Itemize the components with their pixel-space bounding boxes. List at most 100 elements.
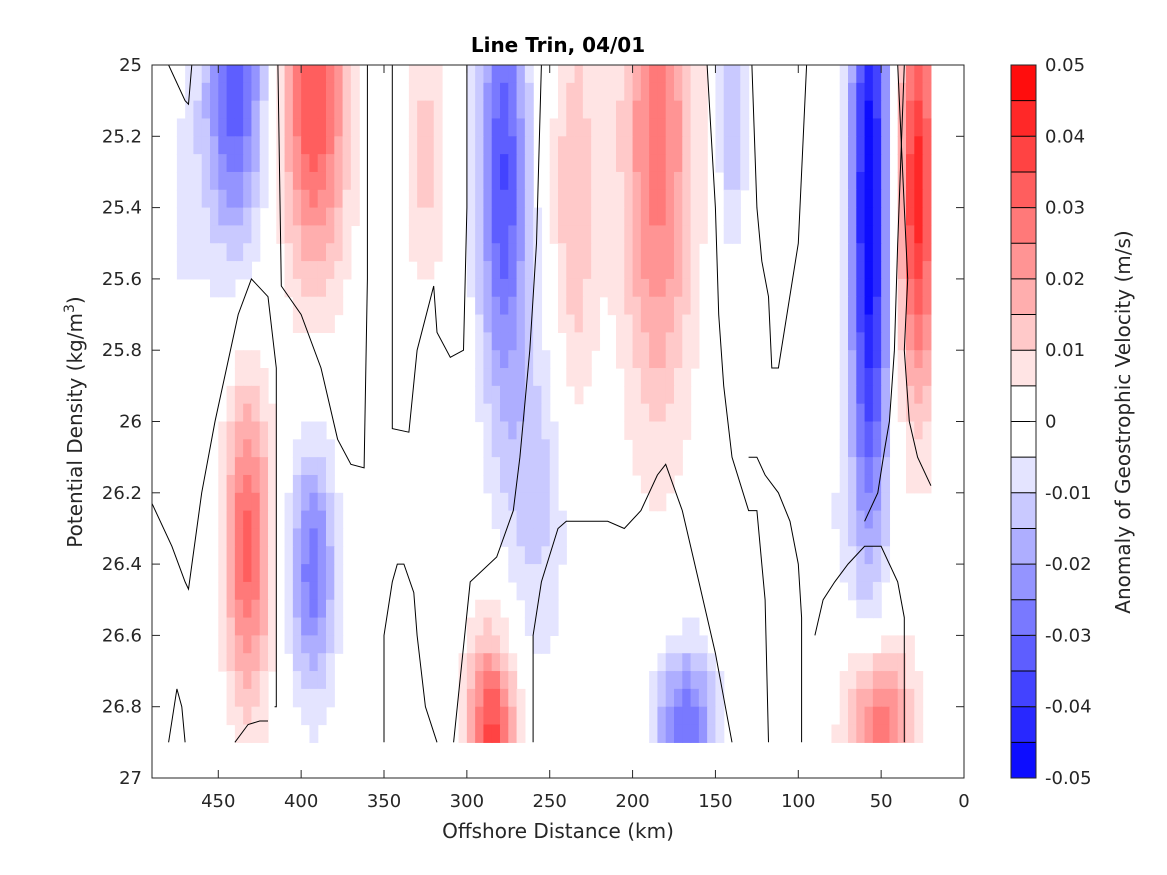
field-cell (906, 688, 915, 708)
field-cell (632, 207, 642, 227)
field-cell (268, 528, 277, 547)
field-cell (466, 688, 476, 708)
field-cell (226, 225, 236, 244)
field-cell (408, 189, 418, 209)
field-cell (690, 65, 700, 84)
colorbar-level (1011, 314, 1036, 351)
field-cell (566, 189, 576, 209)
field-cell (259, 688, 269, 708)
field-cell (698, 635, 708, 654)
field-cell (856, 564, 866, 583)
field-cell (574, 171, 584, 191)
field-cell (922, 65, 932, 84)
field-cell (309, 65, 319, 84)
field-cell (508, 314, 518, 333)
field-cell (839, 314, 849, 333)
field-cell (185, 118, 195, 137)
y-axis-label: Potential Density (kg/m3) (62, 296, 87, 547)
field-cell (698, 706, 708, 726)
field-cell (234, 439, 244, 458)
field-cell (301, 207, 311, 227)
field-cell (848, 314, 857, 333)
field-cell (574, 385, 584, 405)
field-cell (491, 350, 501, 369)
colorbar-level (1011, 564, 1036, 600)
field-cell (251, 671, 261, 690)
field-cell (342, 65, 352, 84)
field-cell (243, 118, 253, 137)
field-cell (508, 225, 518, 244)
field-cell (856, 207, 866, 227)
field-cell (226, 546, 236, 565)
field-cell (914, 385, 924, 405)
field-cell (558, 136, 567, 155)
field-cell (864, 154, 874, 173)
field-cell (657, 492, 667, 512)
field-cell (210, 136, 219, 155)
field-cell (864, 653, 874, 672)
field-cell (591, 171, 601, 191)
field-cell (483, 368, 493, 387)
y-tick-label: 26.2 (102, 483, 142, 504)
field-cell (682, 136, 692, 155)
field-cell (524, 100, 534, 120)
field-cell (848, 403, 857, 423)
field-cell (234, 225, 244, 244)
field-cell (516, 510, 526, 530)
field-cell (649, 403, 659, 423)
field-cell (582, 82, 592, 102)
field-cell (872, 403, 882, 423)
field-cell (425, 207, 435, 227)
field-cell (649, 296, 659, 316)
field-cell (243, 599, 253, 619)
field-cell (491, 368, 501, 387)
field-cell (848, 439, 857, 458)
field-cell (475, 189, 485, 209)
field-cell (243, 189, 253, 209)
field-cell (301, 457, 311, 476)
field-cell (466, 617, 476, 636)
field-cell (268, 653, 277, 672)
field-cell (309, 118, 319, 137)
field-cell (624, 350, 634, 369)
zero-contour (453, 65, 542, 743)
field-cell (234, 350, 244, 369)
field-cell (475, 385, 485, 405)
field-cell (292, 100, 302, 120)
field-cell (268, 617, 277, 636)
field-cell (674, 225, 683, 244)
field-cell (715, 65, 725, 84)
field-cell (350, 65, 360, 84)
field-cell (500, 225, 509, 244)
field-cell (665, 439, 675, 458)
field-cell (881, 492, 891, 512)
field-cell (566, 368, 576, 387)
field-cell (292, 688, 302, 708)
field-cell (740, 136, 750, 155)
field-cell (649, 314, 659, 333)
colorbar-tick-label: 0.01 (1045, 340, 1085, 361)
field-cell (533, 528, 543, 547)
field-cell (524, 599, 534, 619)
field-cell (276, 65, 286, 84)
field-cell (301, 581, 311, 601)
field-cell (665, 207, 675, 227)
field-cell (665, 154, 675, 173)
field-cell (889, 706, 899, 726)
field-cell (317, 65, 327, 84)
field-cell (640, 225, 650, 244)
field-cell (317, 671, 327, 690)
field-cell (500, 439, 509, 458)
field-cell (259, 439, 269, 458)
field-cell (682, 65, 692, 84)
field-cell (665, 653, 675, 672)
field-cell (856, 546, 866, 565)
field-cell (657, 136, 667, 155)
field-cell (591, 118, 601, 137)
field-cell (317, 100, 327, 120)
field-cell (251, 492, 261, 512)
field-cell (458, 671, 468, 690)
field-cell (210, 261, 219, 280)
field-cell (326, 439, 335, 458)
field-cell (872, 599, 882, 619)
